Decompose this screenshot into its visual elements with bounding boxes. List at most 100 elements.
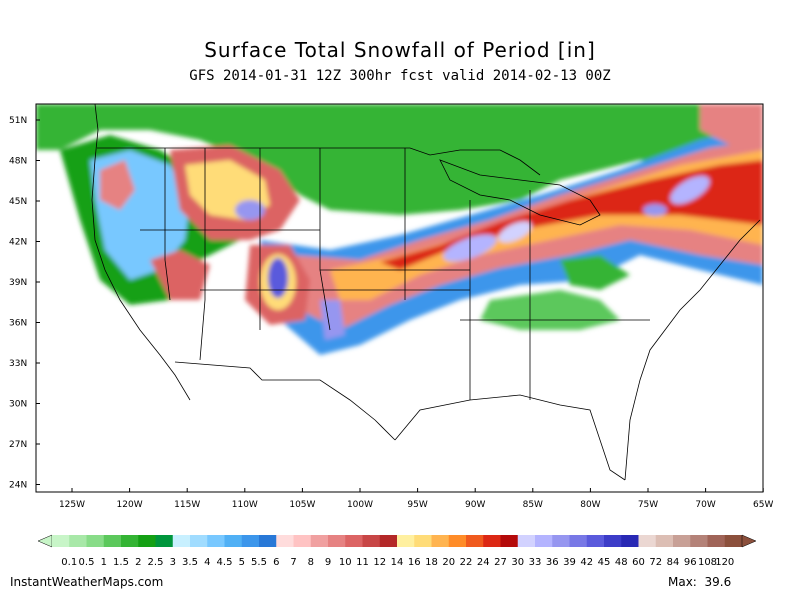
- legend-swatch: [362, 535, 381, 547]
- legend-label: 8: [308, 557, 314, 568]
- legend-label: 42: [580, 557, 593, 568]
- latitude-labels: 51N 48N 45N 42N 39N 36N 33N 30N 27N 24N: [9, 116, 40, 491]
- map-title: Surface Total Snowfall of Period [in]: [204, 38, 596, 62]
- map-frame: [35, 103, 764, 493]
- legend-label: 45: [598, 557, 611, 568]
- lat-label-48N: 48N: [9, 157, 27, 167]
- lat-label-45N: 45N: [9, 197, 27, 207]
- legend-swatch: [448, 535, 467, 547]
- legend-swatch: [52, 535, 70, 547]
- legend-arrow-left: [37, 534, 53, 548]
- legend-swatch: [673, 535, 691, 547]
- legend-label: 3: [170, 557, 176, 568]
- legend-swatch: [155, 535, 174, 547]
- legend-swatch: [310, 535, 329, 547]
- legend-label: 48: [615, 557, 628, 568]
- legend-label: 10: [339, 557, 352, 568]
- legend-label: 7: [290, 557, 296, 568]
- lon-label-80W: 80W: [580, 500, 600, 510]
- legend-label: 18: [425, 557, 438, 568]
- legend-swatch: [517, 535, 536, 547]
- legend-swatch: [138, 535, 156, 547]
- legend-swatch: [638, 535, 657, 547]
- lat-label-39N: 39N: [9, 278, 27, 288]
- map-boundaries: [91, 104, 761, 481]
- lon-label-70W: 70W: [695, 500, 715, 510]
- lon-label-100W: 100W: [347, 500, 373, 510]
- lat-label-27N: 27N: [9, 440, 27, 450]
- legend-swatch: [224, 535, 243, 547]
- legend-swatch: [379, 535, 398, 547]
- legend-label: 120: [715, 557, 734, 568]
- legend-label: 22: [460, 557, 473, 568]
- legend-label: 33: [529, 557, 542, 568]
- legend-label: 72: [649, 557, 662, 568]
- legend-label: 5: [239, 557, 245, 568]
- legend-swatch: [621, 535, 639, 547]
- legend-colorbar: [37, 534, 757, 548]
- legend-label: 36: [546, 557, 559, 568]
- legend-label: 12: [373, 557, 386, 568]
- legend-swatch: [103, 535, 122, 547]
- legend-label: 60: [632, 557, 645, 568]
- lat-label-24N: 24N: [9, 481, 27, 491]
- legend-label: 24: [477, 557, 490, 568]
- legend-label: 5.5: [251, 557, 267, 568]
- legend-label: 27: [494, 557, 507, 568]
- legend-label: 1.5: [113, 557, 129, 568]
- legend-swatch: [552, 535, 570, 547]
- legend-swatch: [604, 535, 622, 547]
- lon-label-65W: 65W: [753, 500, 773, 510]
- legend-swatch: [466, 535, 484, 547]
- legend-label: 16: [408, 557, 421, 568]
- legend-label: 96: [684, 557, 697, 568]
- legend-label: 9: [325, 557, 331, 568]
- lat-label-51N: 51N: [9, 116, 27, 126]
- legend-label: 20: [442, 557, 455, 568]
- legend-swatch: [397, 535, 415, 547]
- legend-swatch: [86, 535, 105, 547]
- legend-label: 2.5: [148, 557, 164, 568]
- legend-label: 1: [101, 557, 107, 568]
- legend-swatch: [241, 535, 260, 547]
- legend-swatch: [121, 535, 139, 547]
- lon-label-110W: 110W: [232, 500, 258, 510]
- legend-swatch: [535, 535, 553, 547]
- legend-swatch: [655, 535, 674, 547]
- longitude-labels: 125W 120W 115W 110W 105W 100W 95W 90W 85W 80W 75W 7…: [59, 488, 773, 510]
- max-value: 39.6: [704, 575, 732, 589]
- legend-swatch: [328, 535, 346, 547]
- lon-label-75W: 75W: [638, 500, 658, 510]
- legend-swatch: [293, 535, 312, 547]
- lon-label-115W: 115W: [174, 500, 200, 510]
- lat-label-36N: 36N: [9, 319, 27, 329]
- legend-label: 2: [135, 557, 141, 568]
- lon-label-120W: 120W: [117, 500, 143, 510]
- legend-swatch: [259, 535, 277, 547]
- legend-swatch: [724, 535, 743, 547]
- legend-label: 0.1: [61, 557, 77, 568]
- legend-swatch: [207, 535, 225, 547]
- legend-label: 108: [698, 557, 717, 568]
- legend-labels: 0.1 0.5 1 1.5 2 2.5 3 3.5 4 4.5 5 5.5 6 7 8 9 10 11 12 14 16…: [61, 557, 734, 568]
- lon-label-95W: 95W: [407, 500, 427, 510]
- legend-label: 14: [391, 557, 404, 568]
- legend-swatch: [707, 535, 726, 547]
- lon-label-125W: 125W: [59, 500, 85, 510]
- lon-label-105W: 105W: [289, 500, 315, 510]
- legend-swatch: [172, 535, 191, 547]
- lon-label-85W: 85W: [523, 500, 543, 510]
- legend-label: 3.5: [182, 557, 198, 568]
- legend-swatch: [69, 535, 87, 547]
- legend-swatch: [345, 535, 363, 547]
- legend-label: 84: [667, 557, 680, 568]
- legend-swatch: [190, 535, 208, 547]
- max-value-label: Max: 39.6: [668, 575, 732, 589]
- legend-swatch: [431, 535, 450, 547]
- lat-label-33N: 33N: [9, 359, 27, 369]
- legend-arrow-right: [741, 534, 757, 548]
- legend-label: 11: [356, 557, 369, 568]
- legend-label: 6: [273, 557, 279, 568]
- legend-swatch: [586, 535, 605, 547]
